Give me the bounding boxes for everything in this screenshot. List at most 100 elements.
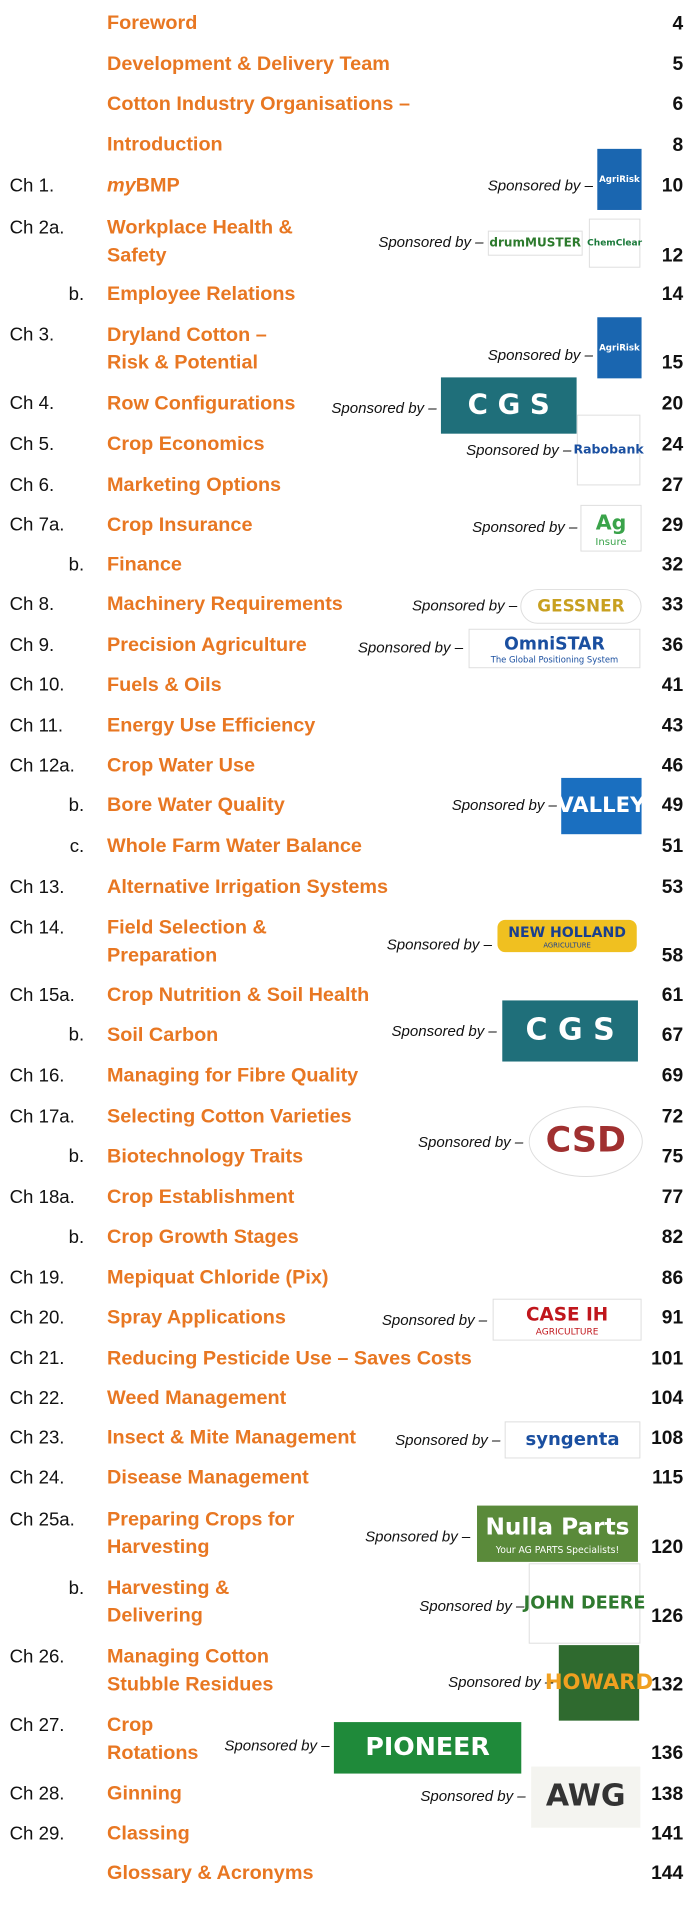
sponsor-text: Sponsored by – — [472, 519, 578, 536]
title-line: Crop — [107, 1714, 153, 1736]
toc-entry: Ch 9.Precision Agriculture36Sponsored by… — [10, 629, 684, 667]
chapter-label: Ch 20. — [10, 1306, 65, 1327]
toc-entry: b.Employee Relations14 — [69, 283, 684, 305]
logo-text: The Global Positioning System — [490, 655, 619, 665]
entry-title: Dryland Cotton – — [107, 324, 267, 346]
entry-title: Delivering — [107, 1605, 203, 1627]
title-line: Managing Cotton — [107, 1646, 269, 1668]
sponsor-text: Sponsored by – — [224, 1738, 330, 1755]
chapter-label: Ch 12a. — [10, 754, 75, 775]
sponsor-logo: C G S — [503, 1001, 638, 1061]
logo-text: CASE IH — [526, 1305, 608, 1326]
chapter-label: Ch 26. — [10, 1646, 65, 1667]
sponsor-text: Sponsored by – — [412, 597, 518, 614]
title-line: Crop Nutrition & Soil Health — [107, 984, 369, 1006]
sponsor-text: Sponsored by – — [331, 400, 437, 417]
title-line: Preparation — [107, 945, 217, 967]
toc-entry: Ch 12a.Crop Water Use46 — [10, 754, 684, 776]
sponsor-text: Sponsored by – — [418, 1134, 524, 1151]
sponsor-logo: GESSNER — [521, 590, 641, 624]
title-line: Cotton Industry Organisations – — [107, 93, 410, 115]
title-line: Crop Insurance — [107, 514, 252, 536]
title-line: Development & Delivery Team — [107, 53, 390, 75]
title-line: Reducing Pesticide Use – Saves Costs — [107, 1348, 472, 1370]
page-number: 132 — [651, 1674, 683, 1695]
entry-title: Rotations — [107, 1742, 198, 1764]
sponsor-text: Sponsored by – — [420, 1788, 526, 1805]
sponsor-text: Sponsored by – — [365, 1528, 471, 1545]
title-line: Energy Use Efficiency — [107, 715, 315, 737]
entry-title: Crop Economics — [107, 433, 265, 455]
logo-text: AgriRisk — [599, 175, 640, 185]
entry-title: Safety — [107, 245, 167, 267]
chapter-label: Ch 5. — [10, 433, 55, 454]
sponsor-text: Sponsored by – — [382, 1312, 488, 1329]
chapter-label: Ch 11. — [10, 715, 63, 736]
entry-title: Managing for Fibre Quality — [107, 1065, 358, 1087]
chapter-label: Ch 27. — [10, 1714, 65, 1735]
page-number: 126 — [651, 1606, 683, 1627]
page-number: 120 — [651, 1537, 683, 1558]
entry-title: Whole Farm Water Balance — [107, 835, 362, 857]
contents-page: Foreword4Development & Delivery Team5Cot… — [0, 0, 694, 1908]
chapter-label: Ch 16. — [10, 1065, 65, 1086]
sponsor-text: Sponsored by – — [387, 937, 493, 954]
title-line: Safety — [107, 245, 167, 267]
chapter-label: Ch 22. — [10, 1387, 65, 1408]
chapter-label: b. — [69, 1577, 85, 1598]
logo-text: syngenta — [525, 1429, 619, 1450]
sponsor-logo: Nulla PartsYour AG PARTS Specialists! — [478, 1506, 638, 1561]
chapter-label: Ch 18a. — [10, 1186, 75, 1207]
title-line: Fuels & Oils — [107, 674, 222, 696]
title-line: Dryland Cotton – — [107, 324, 267, 346]
page-number: 82 — [662, 1227, 683, 1248]
toc-entry: Ch 2a.Workplace Health &Safety12Sponsore… — [10, 217, 684, 268]
title-line: Managing for Fibre Quality — [107, 1065, 358, 1087]
entry-title: Bore Water Quality — [107, 794, 285, 816]
entry-title: Cotton Industry Organisations – — [107, 93, 410, 115]
title-line: Disease Management — [107, 1467, 309, 1489]
page-number: 53 — [662, 877, 683, 898]
page-number: 15 — [662, 353, 684, 374]
page-number: 46 — [662, 755, 683, 776]
page-number: 136 — [651, 1743, 683, 1764]
page-number: 33 — [662, 594, 683, 615]
page-number: 144 — [651, 1863, 683, 1884]
title-line: Ginning — [107, 1783, 182, 1805]
sponsor-text: Sponsored by – — [452, 797, 558, 814]
entry-title: Weed Management — [107, 1387, 287, 1409]
page-number: 77 — [662, 1187, 683, 1208]
entry-title: Disease Management — [107, 1467, 309, 1489]
page-number: 32 — [662, 555, 683, 576]
logo-text: Nulla Parts — [486, 1514, 630, 1541]
entry-title: Introduction — [107, 134, 223, 156]
page-number: 58 — [662, 945, 684, 966]
toc-entry: Ch 11. Energy Use Efficiency 43 — [10, 715, 684, 737]
sponsor-text: Sponsored by – — [392, 1023, 498, 1040]
toc-entry: Ch 28.Ginning138Sponsored by –AWG — [10, 1767, 684, 1827]
sponsor-logo: drumMUSTER — [488, 231, 582, 255]
chapter-label: Ch 13. — [10, 876, 65, 897]
page-number: 36 — [662, 635, 683, 656]
logo-text: NEW HOLLAND — [508, 925, 626, 941]
sponsor-text: Sponsored by – — [488, 178, 594, 195]
page-number: 43 — [662, 716, 683, 737]
chapter-label: Ch 4. — [10, 392, 55, 413]
title-line: Introduction — [107, 134, 223, 156]
page-number: 138 — [651, 1784, 683, 1805]
title-line: Soil Carbon — [107, 1024, 218, 1046]
title-line: Insect & Mite Management — [107, 1427, 356, 1449]
page-number: 14 — [662, 284, 684, 305]
toc-entry: Ch 22.Weed Management104 — [10, 1387, 684, 1409]
title-line: Glossary & Acronyms — [107, 1862, 313, 1884]
